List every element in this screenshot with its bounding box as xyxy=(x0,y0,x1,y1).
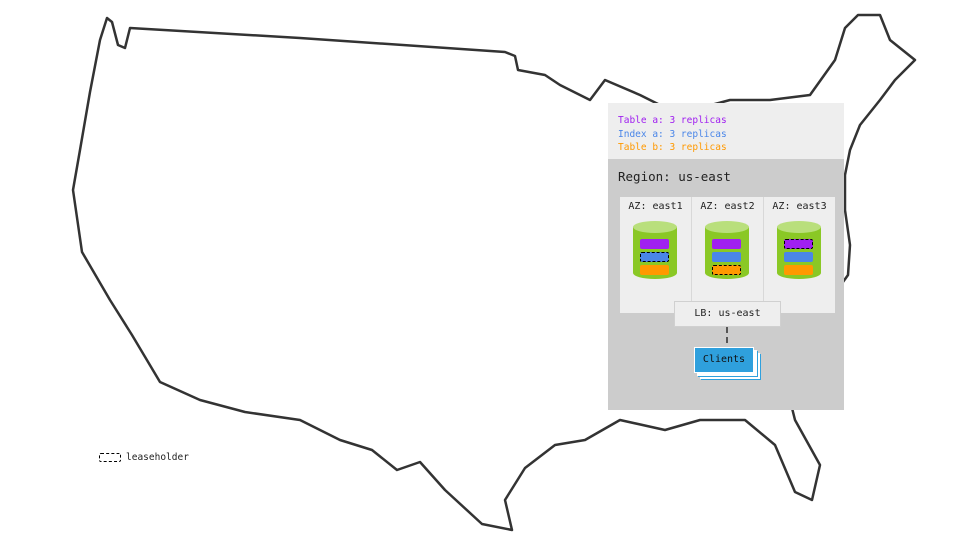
legend-index-a: Index a: 3 replicas xyxy=(618,128,727,140)
load-balancer: LB: us-east xyxy=(674,301,781,327)
replica-legend: Table a: 3 replicas Index a: 3 replicas … xyxy=(608,103,844,159)
replica-index-a xyxy=(712,252,741,262)
replica-table-a xyxy=(640,239,669,249)
az-east3: AZ: east3 xyxy=(764,197,835,313)
replica-table-a xyxy=(712,239,741,249)
az-east1: AZ: east1 xyxy=(620,197,692,313)
legend-table-b: Table b: 3 replicas xyxy=(618,142,727,153)
clients-box: Clients xyxy=(694,347,754,373)
region-title: Region: us-east xyxy=(618,169,731,184)
replica-index-a-leaseholder xyxy=(640,252,669,262)
legend-table-a: Table a: 3 replicas xyxy=(618,115,727,126)
replica-table-b xyxy=(784,265,813,275)
database-node-icon xyxy=(633,221,677,283)
replica-table-b xyxy=(640,265,669,275)
dashed-box-icon xyxy=(99,453,121,462)
az-label: AZ: east2 xyxy=(700,201,755,212)
leaseholder-legend: leaseholder xyxy=(99,452,189,463)
replica-table-b-leaseholder xyxy=(712,265,741,275)
az-label: AZ: east1 xyxy=(628,201,683,212)
az-east2: AZ: east2 xyxy=(692,197,764,313)
leaseholder-label: leaseholder xyxy=(126,452,189,463)
region-us-east: Region: us-east AZ: east1 AZ: east2 AZ: … xyxy=(608,159,844,410)
az-label: AZ: east3 xyxy=(772,201,827,212)
database-node-icon xyxy=(777,221,821,283)
replica-table-a-leaseholder xyxy=(784,239,813,249)
database-node-icon xyxy=(705,221,749,283)
replica-index-a xyxy=(784,252,813,262)
